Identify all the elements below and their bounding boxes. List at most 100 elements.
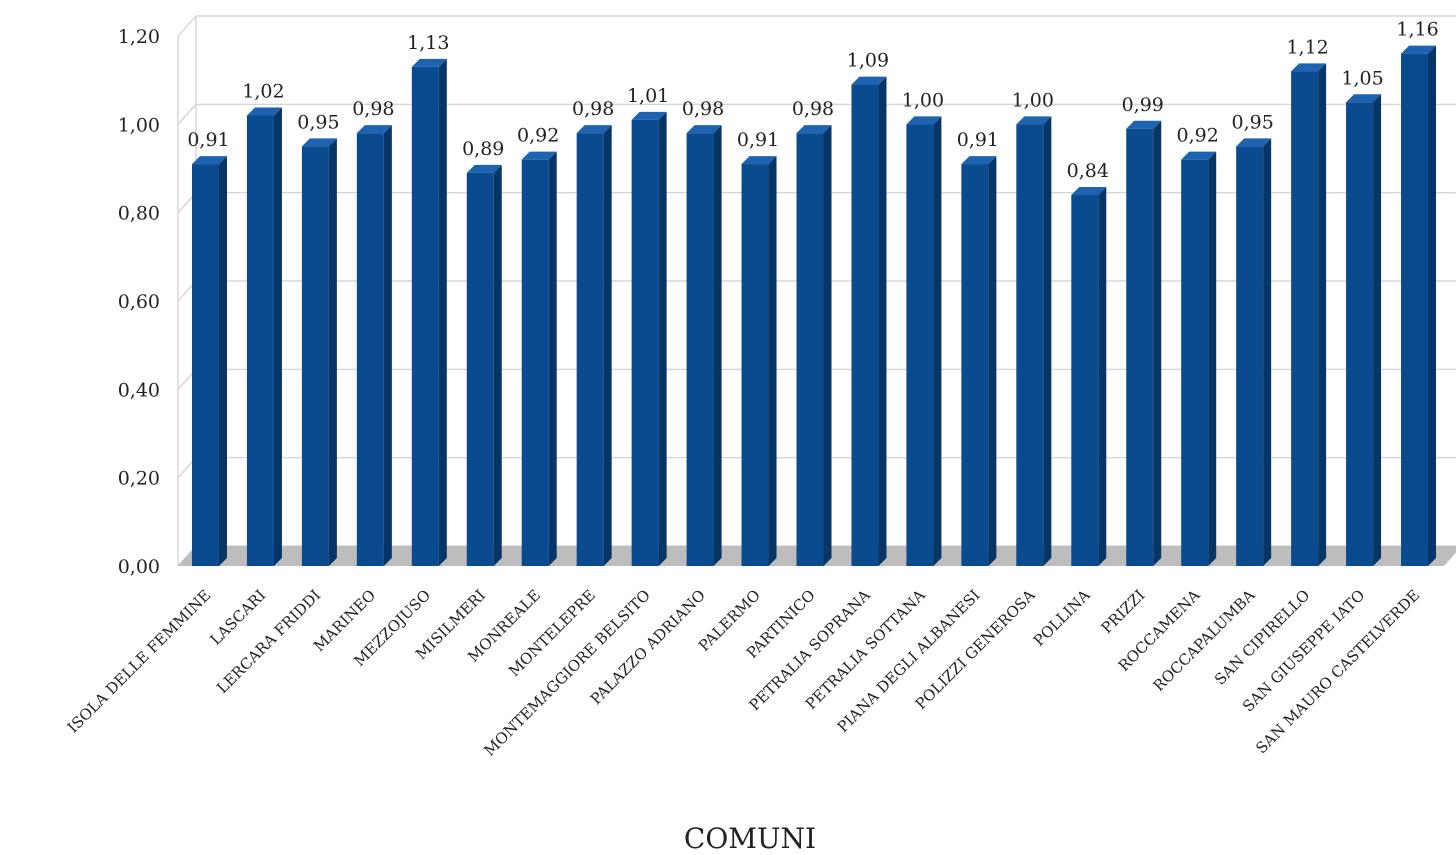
bar-side — [768, 156, 777, 567]
data-label: 1,02 — [242, 81, 284, 103]
bar — [466, 164, 502, 566]
data-labels: 0,91 1,02 0,95 0,98 1,13 0,89 0,92 0,98 1,01 0,98… — [187, 19, 1438, 182]
bar-front — [1346, 102, 1374, 566]
data-label: 0,98 — [572, 98, 614, 120]
bar-side — [1043, 116, 1052, 566]
bar — [796, 125, 832, 567]
bar-side — [713, 125, 722, 567]
bar-top — [1071, 187, 1107, 195]
bar-front — [411, 66, 439, 567]
bar — [356, 125, 392, 567]
bar-front — [301, 146, 329, 566]
data-label: 1,09 — [847, 50, 889, 72]
bar-top — [631, 111, 667, 120]
bar-side — [383, 125, 392, 567]
data-label: 0,91 — [957, 129, 999, 151]
bar — [576, 125, 612, 567]
bar-top — [1401, 45, 1437, 54]
data-label: 0,89 — [462, 138, 504, 160]
data-label: 0,95 — [297, 111, 339, 133]
data-label: 0,98 — [352, 98, 394, 120]
bar-top — [1346, 94, 1382, 103]
bar — [686, 125, 722, 567]
bar-front — [961, 164, 989, 567]
y-tick-label: 1,00 — [118, 114, 160, 136]
bar-top — [906, 116, 942, 125]
y-tick-label: 0,40 — [118, 379, 160, 401]
data-label: 0,92 — [517, 125, 559, 147]
data-label: 1,13 — [407, 32, 449, 54]
bar-side — [548, 151, 557, 566]
bar-front — [851, 84, 879, 566]
bar — [411, 58, 447, 567]
bar-top — [1126, 120, 1162, 129]
bar — [1071, 187, 1107, 566]
bar-side — [1428, 45, 1437, 566]
bar-top — [796, 125, 832, 134]
bar-front — [1126, 128, 1154, 566]
x-axis-title: COMUNI — [684, 822, 816, 855]
bar-front — [1071, 195, 1099, 566]
data-label: 1,00 — [902, 89, 944, 111]
data-label: 1,01 — [627, 85, 669, 107]
bar — [851, 76, 887, 566]
bar-front — [1181, 159, 1209, 566]
category-label: LERCARA FRIDDI — [213, 586, 324, 697]
bar — [741, 156, 777, 567]
bar-side — [273, 107, 282, 566]
bar-front — [741, 164, 769, 567]
bar — [301, 138, 337, 566]
bar — [1236, 138, 1272, 566]
bar-top — [1181, 151, 1217, 160]
bar-top — [411, 58, 447, 67]
y-axis: 0,00 0,20 0,40 0,60 0,80 1,00 1,20 — [118, 26, 160, 578]
bar-top — [466, 164, 502, 173]
bar-side — [933, 116, 942, 566]
data-label: 0,99 — [1122, 94, 1164, 116]
bar — [631, 111, 667, 567]
bar — [1181, 151, 1217, 566]
bar-front — [1016, 124, 1044, 566]
bar-front — [686, 133, 714, 566]
data-label: 0,84 — [1067, 160, 1109, 182]
y-tick-label: 0,80 — [118, 203, 160, 225]
bar-side — [658, 111, 667, 567]
bar-side — [328, 138, 337, 566]
bar-top — [1291, 63, 1327, 72]
bar-side — [878, 76, 887, 566]
bar-side — [823, 125, 832, 567]
bar-front — [796, 133, 824, 566]
data-label: 1,00 — [1012, 89, 1054, 111]
bar-top — [961, 156, 997, 165]
bar-side — [1153, 120, 1162, 566]
category-label: POLLINA — [1030, 586, 1094, 650]
bar-side — [1318, 63, 1327, 566]
bar — [246, 107, 282, 566]
bar-top — [851, 76, 887, 85]
bar-side — [1263, 138, 1272, 566]
bar-top — [1016, 116, 1052, 125]
category-label: PRIZZI — [1098, 586, 1149, 637]
bar-top — [1236, 138, 1272, 147]
bar-front — [466, 172, 494, 566]
bar-front — [1236, 146, 1264, 566]
bar-front — [631, 119, 659, 567]
bar — [961, 156, 997, 567]
data-label: 0,91 — [737, 129, 779, 151]
bar — [1291, 63, 1327, 566]
bar-side — [218, 156, 227, 567]
bar — [1126, 120, 1162, 566]
bar-side — [438, 58, 447, 567]
y-tick-label: 0,60 — [118, 291, 160, 313]
data-label: 1,05 — [1341, 67, 1383, 89]
bar — [1016, 116, 1052, 566]
bar-top — [246, 107, 282, 116]
bars — [191, 45, 1437, 567]
bar-front — [576, 133, 604, 566]
bar-side — [1373, 94, 1382, 566]
bar-front — [191, 164, 219, 567]
bar-front — [246, 115, 274, 566]
bar-top — [191, 156, 227, 165]
bar-side — [603, 125, 612, 567]
